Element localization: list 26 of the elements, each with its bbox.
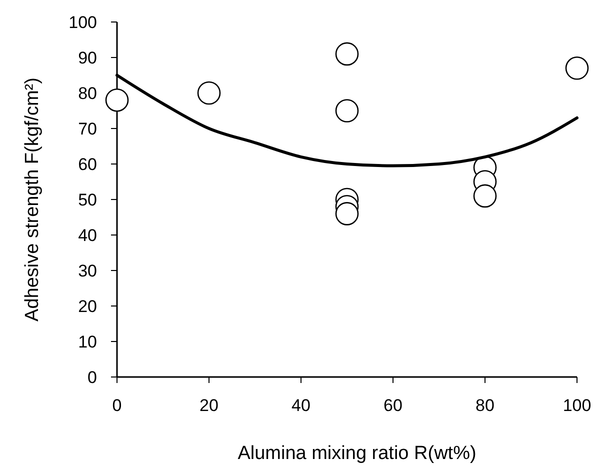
y-tick-label: 20 [78, 296, 97, 316]
y-tick-label: 80 [78, 84, 97, 103]
x-tick-label: 20 [200, 396, 218, 415]
y-tick-label: 70 [78, 119, 97, 138]
x-tick-label: 40 [292, 396, 310, 415]
point [105, 88, 129, 112]
x-tick-label: 100 [562, 396, 592, 415]
point [565, 56, 589, 80]
x-tick-label: 80 [476, 396, 494, 415]
y-tick-label: 100 [68, 12, 97, 32]
x-tick-label: 0 [112, 396, 122, 415]
y-tick-label: 40 [78, 226, 97, 245]
y-tick-label: 30 [78, 261, 97, 280]
y-axis-title: Adhesive strength F(kgf/cm²) [22, 78, 43, 322]
point [335, 99, 359, 122]
x-axis-title: Alumina mixing ratio R(wt%) [238, 443, 476, 464]
y-tick-label: 50 [78, 190, 97, 210]
point [197, 81, 221, 105]
point [335, 42, 359, 66]
y-tick-label: 0 [88, 368, 97, 387]
point [473, 184, 497, 208]
y-tick-label: 10 [78, 332, 97, 352]
x-tick-label: 60 [384, 396, 402, 415]
point [335, 202, 359, 226]
y-tick-label: 60 [78, 154, 97, 174]
y-tick-label: 90 [78, 48, 97, 68]
